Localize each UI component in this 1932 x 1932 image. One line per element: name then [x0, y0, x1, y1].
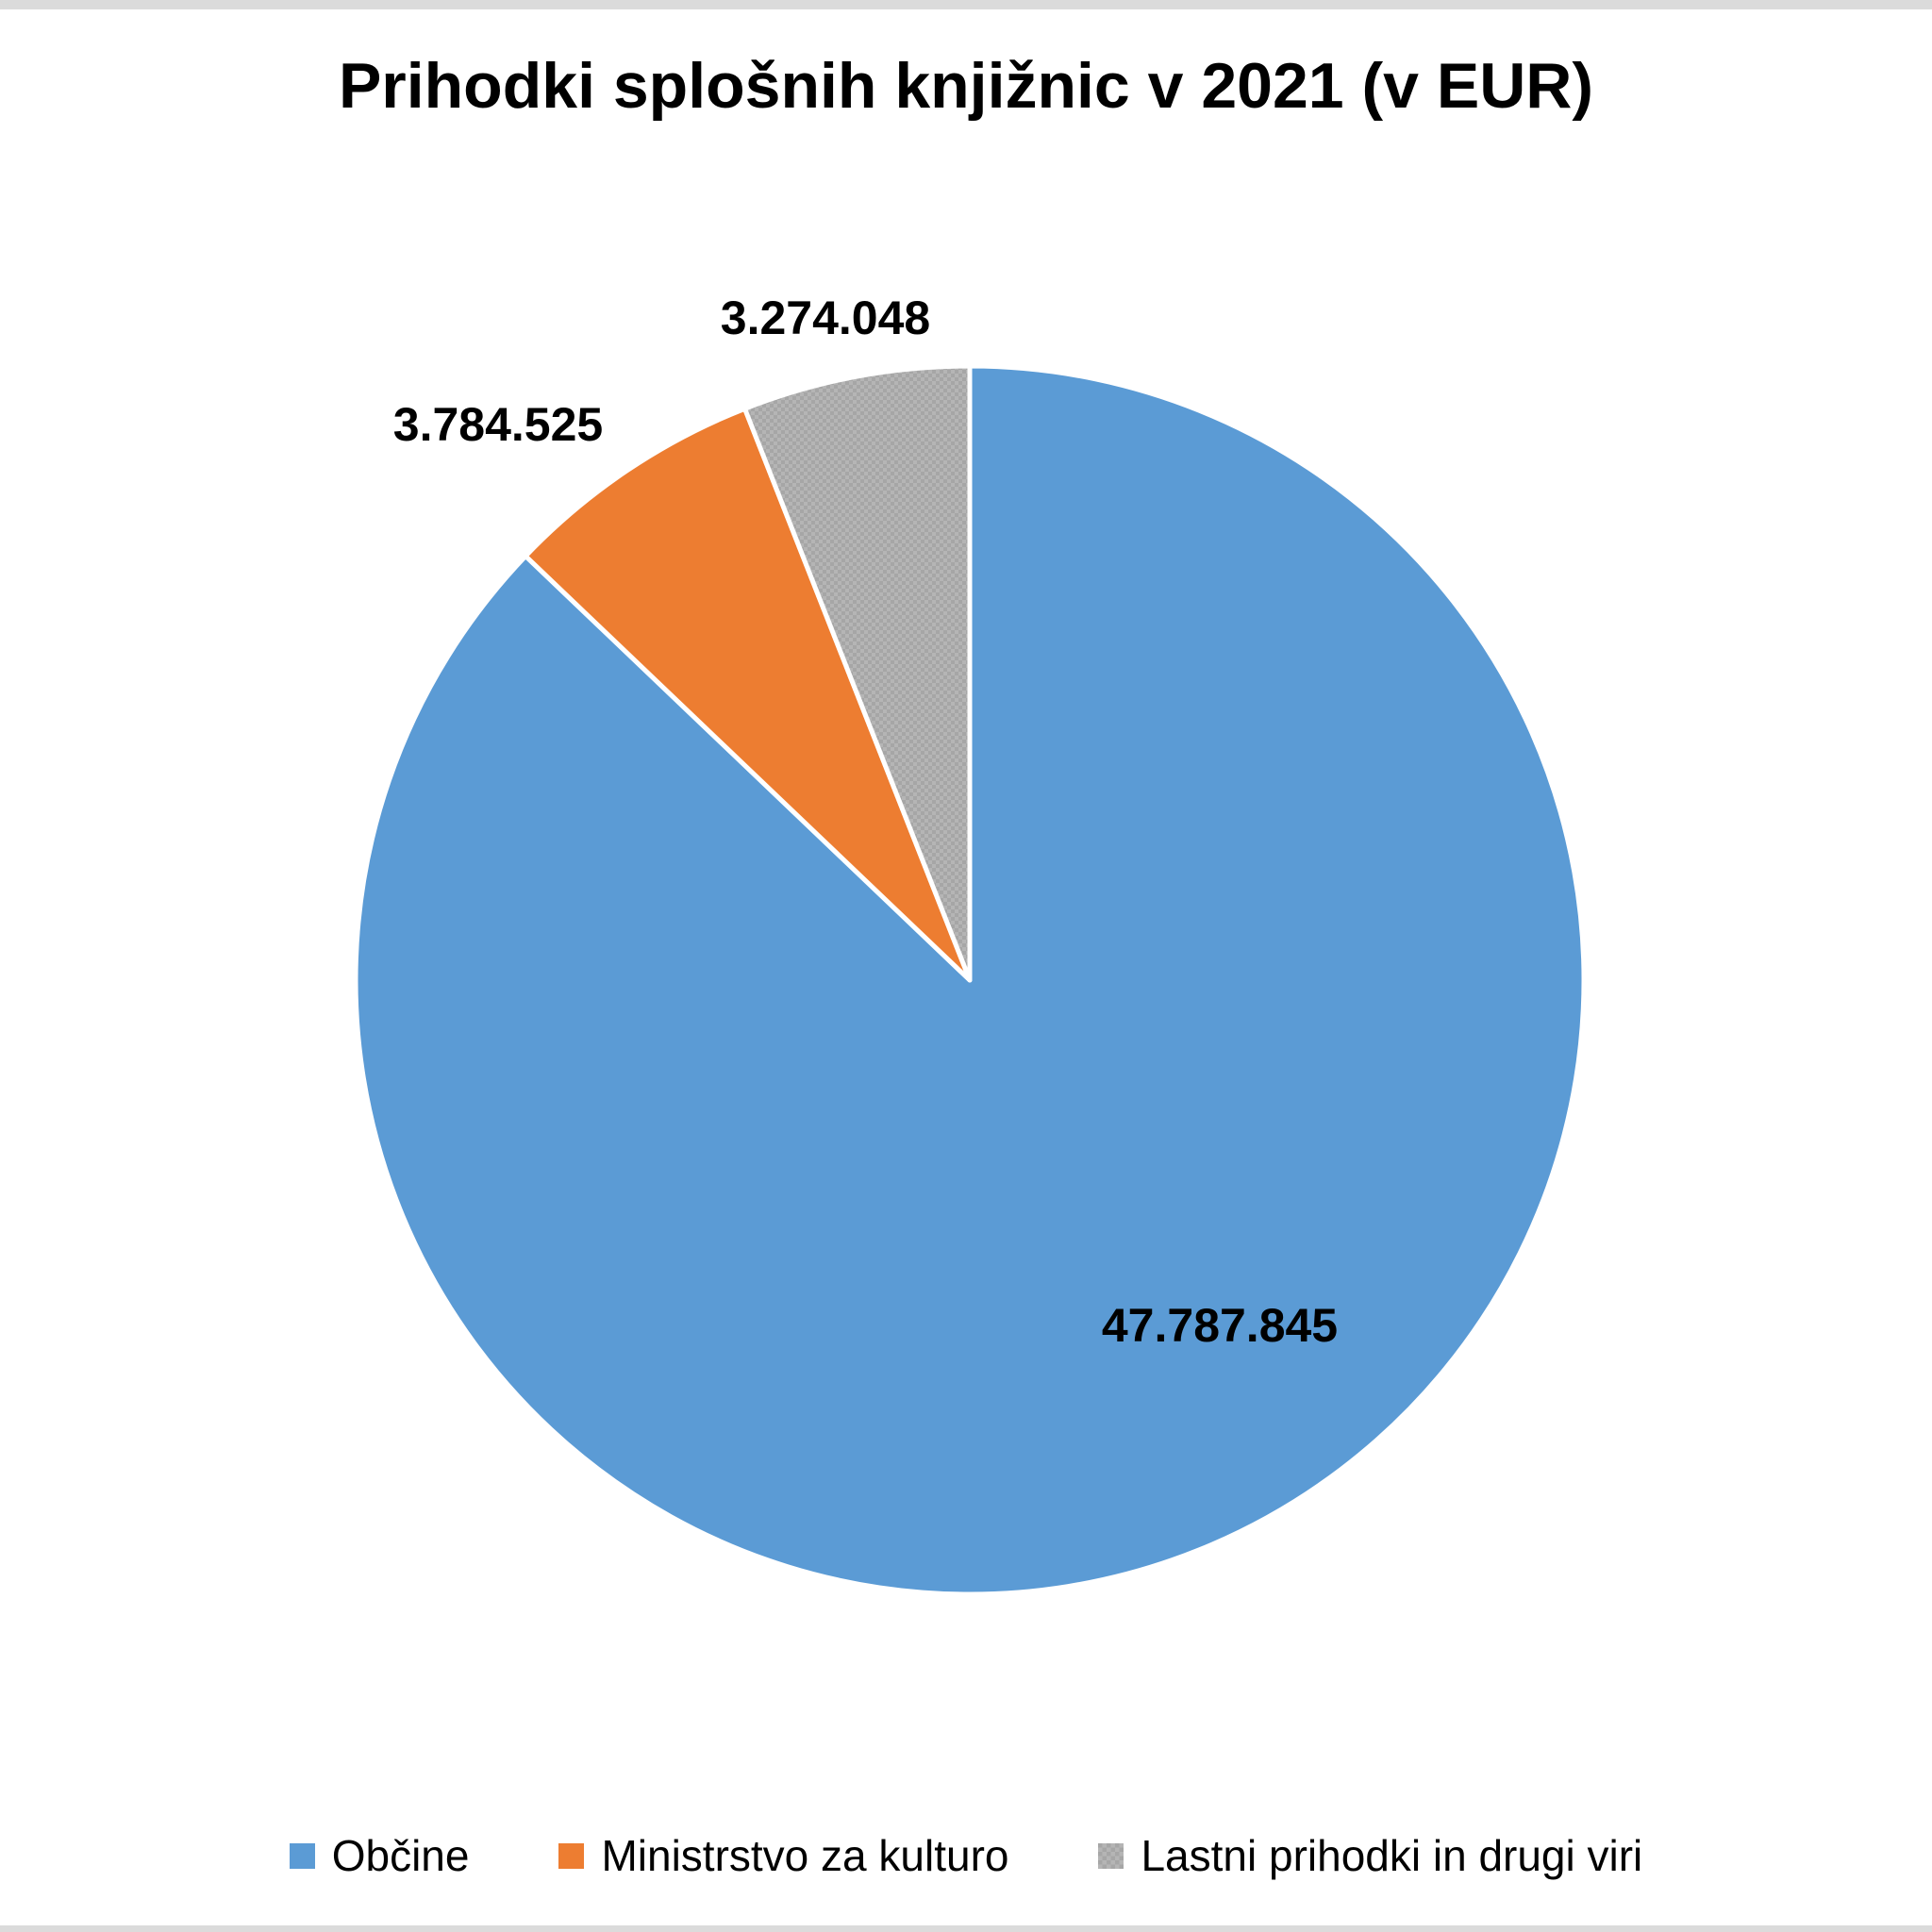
- data-label-ministrstvo: 3.784.525: [392, 398, 604, 451]
- legend-marker-ministrstvo-icon: [558, 1842, 585, 1869]
- legend-marker-lastni-prihodki-icon: [1098, 1842, 1124, 1869]
- data-label-obcine: 47.787.845: [1101, 1299, 1339, 1352]
- legend-label-obcine: Občine: [331, 1831, 470, 1880]
- pie-slice-1: [523, 406, 973, 983]
- legend-item-lastni-prihodki: Lastni prihodki in drugi viri: [1098, 1830, 1642, 1881]
- legend-label-ministrstvo: Ministrstvo za kulturo: [601, 1831, 1009, 1880]
- legend-marker-obcine-icon: [289, 1842, 315, 1869]
- legend-item-obcine: Občine: [289, 1830, 470, 1881]
- legend: Občine Ministrstvo za kulturo Lastni pri…: [0, 1823, 1932, 1889]
- legend-label-lastni-prihodki: Lastni prihodki in drugi viri: [1141, 1831, 1643, 1880]
- data-label-lastni-prihodki: 3.274.048: [720, 291, 931, 344]
- page-bottom-edge: [0, 1925, 1932, 1932]
- chart-title: Prihodki splošnih knjižnic v 2021 (v EUR…: [338, 50, 1594, 122]
- pie-slice-2: [742, 363, 973, 983]
- legend-item-ministrstvo: Ministrstvo za kulturo: [558, 1830, 1008, 1881]
- page-top-edge: [0, 0, 1932, 9]
